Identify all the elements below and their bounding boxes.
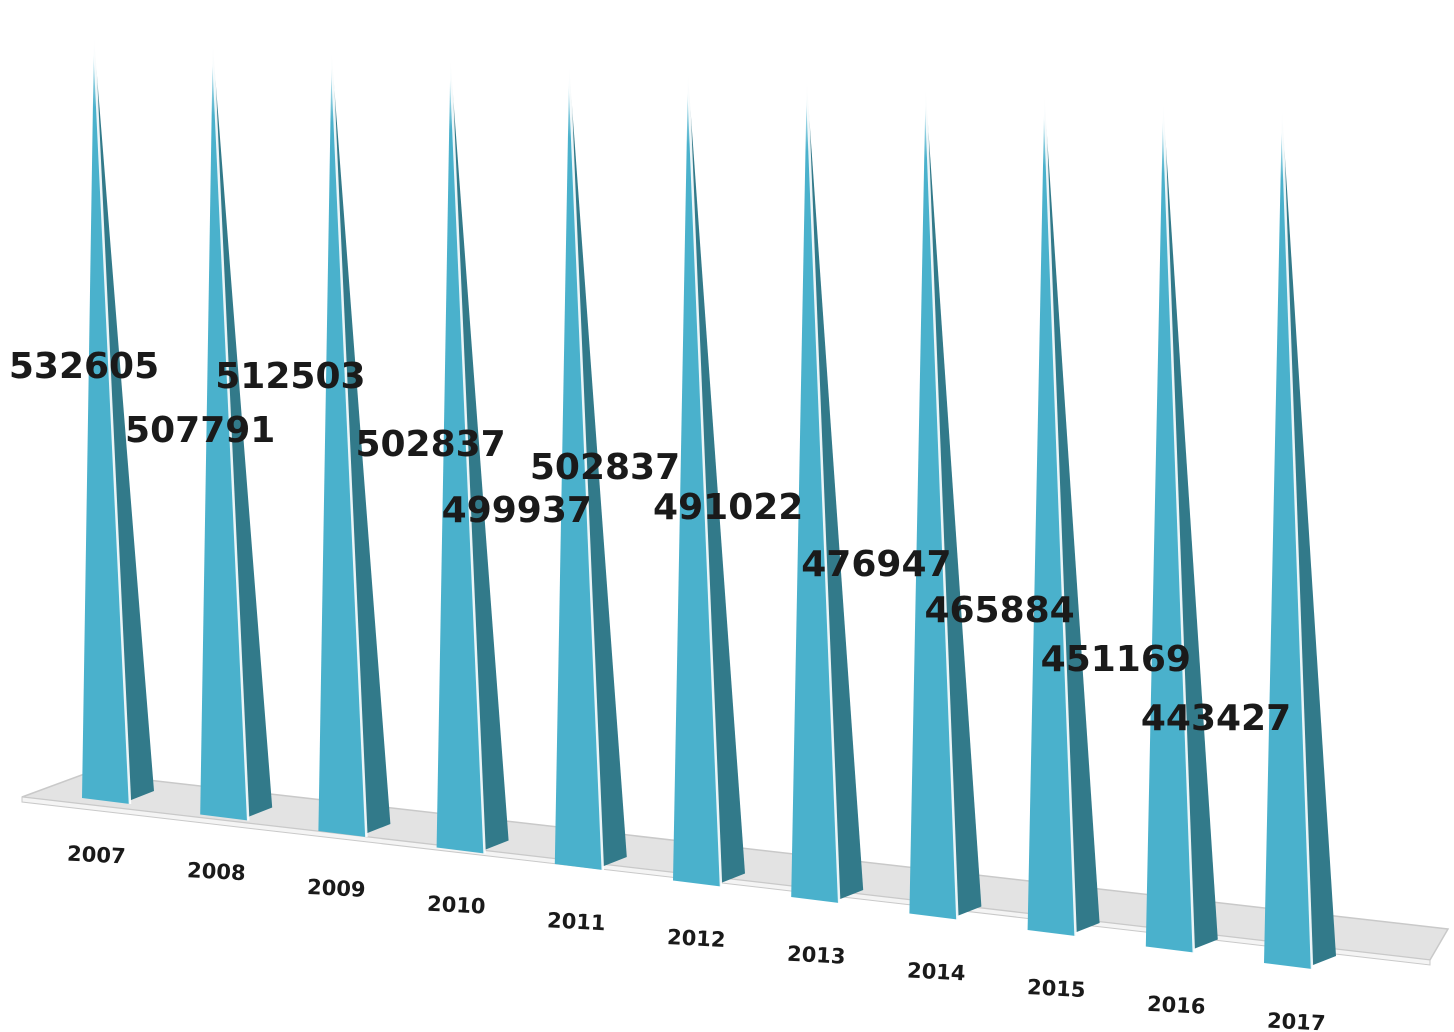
bar-edge [1043,96,1077,937]
bar-edge [92,37,132,805]
bar-edge [686,74,723,887]
bar-tip-fade [682,70,696,145]
data-label: 512503 [215,356,365,397]
bar [554,63,627,871]
data-label: 443427 [1141,698,1291,739]
bar-front [436,59,485,854]
category-label: 2016 [1146,992,1206,1019]
category-label: 2007 [67,841,127,868]
bar-front [1145,103,1194,953]
category-labels: 2007 2008 2009 2010 2011 2012 2013 2014 2015 2016… [67,841,1327,1032]
bar-edge [211,45,250,821]
bar [200,41,273,821]
bar [791,77,864,904]
data-label: 532605 [9,346,159,387]
bar-tip-fade [800,77,815,152]
bar-side [688,74,745,885]
bar-tip-fade [919,85,934,160]
bar [1027,92,1100,937]
data-label: 465884 [924,590,1074,631]
data-label: 491022 [653,487,803,528]
category-label: 2017 [1266,1008,1326,1032]
bar-tip-fade [325,48,340,123]
bar-front [318,52,367,838]
bar [1264,107,1336,970]
bar-front [1027,96,1076,936]
category-label: 2012 [666,925,726,952]
bar-edge [330,52,368,838]
bar-side [94,38,154,802]
bar-edge [449,59,486,854]
bar-side [569,67,627,868]
category-label: 2009 [307,875,367,902]
chart-bars [82,34,1336,970]
bar [909,85,982,920]
bar-edge [1280,110,1314,970]
data-label: 502837 [530,447,680,488]
bar-front [200,45,249,821]
bar-front [554,67,603,870]
bar-front [791,81,840,904]
data-labels: 5326055077915125035028374999375028374910… [9,346,1291,739]
bar-front [1264,111,1312,969]
bar-side [925,89,982,918]
category-label: 2008 [187,858,247,885]
bar-tip-fade [444,55,459,130]
bar-side [1044,96,1100,934]
data-label: 451169 [1041,639,1191,680]
bar [436,55,509,854]
bar-edge [567,67,605,871]
bar-tip-fade [88,34,102,108]
bar-side [1163,103,1218,951]
category-label: 2011 [547,908,607,935]
bar-side [212,45,273,819]
bar-edge [805,81,841,904]
bar-front [673,74,721,887]
category-label: 2015 [1026,975,1086,1002]
data-label: 499937 [442,490,592,531]
data-label: 502837 [355,424,505,465]
bar-edge [1161,103,1196,953]
bar-front [82,38,130,804]
bar-tip-fade [1038,92,1053,167]
bar-edge [924,89,959,920]
bar-tip-fade [1276,107,1290,181]
category-label: 2014 [906,958,966,985]
bar-side [1282,111,1336,967]
bar-tip-fade [206,41,221,116]
bar [1145,99,1218,953]
data-label: 476947 [801,544,951,585]
category-label: 2010 [427,892,487,919]
bar-side [331,52,391,836]
bar [318,48,391,838]
bar-side [450,59,509,852]
bar [673,70,745,887]
bar [82,34,154,805]
bar-front [909,89,958,920]
category-label: 2013 [786,942,846,969]
bar-tip-fade [563,63,578,138]
bar-tip-fade [1157,99,1172,174]
data-label: 507791 [125,410,275,451]
bar-side [806,81,864,902]
